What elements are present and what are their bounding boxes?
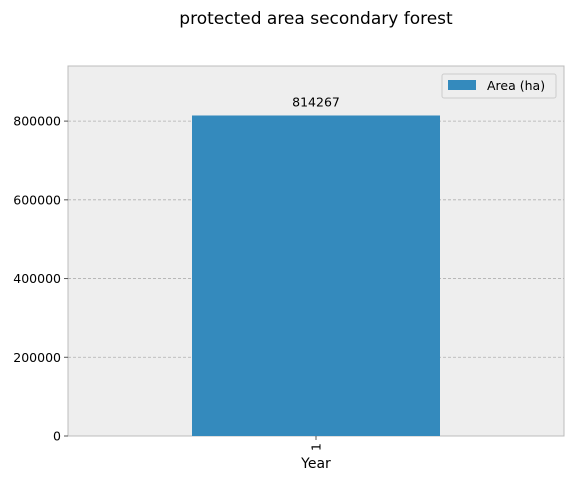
x-tick-label: 1 xyxy=(309,443,324,451)
y-tick-label: 800000 xyxy=(13,114,61,129)
y-tick-label: 600000 xyxy=(13,192,61,207)
x-axis-label: Year xyxy=(300,456,331,472)
legend-label: Area (ha) xyxy=(487,78,545,93)
x-axis: 1 xyxy=(309,436,324,451)
y-axis: 0 200000 400000 600000 800000 xyxy=(13,114,68,444)
y-tick-label: 0 xyxy=(53,429,61,444)
y-tick-label: 400000 xyxy=(13,271,61,286)
y-tick-label: 200000 xyxy=(13,350,61,365)
bar-data-label: 814267 xyxy=(292,94,340,109)
legend-swatch xyxy=(448,80,476,90)
bar xyxy=(192,115,440,436)
chart-title: protected area secondary forest xyxy=(179,9,453,29)
bars: 814267 xyxy=(192,94,440,436)
legend: Area (ha) xyxy=(441,73,557,99)
